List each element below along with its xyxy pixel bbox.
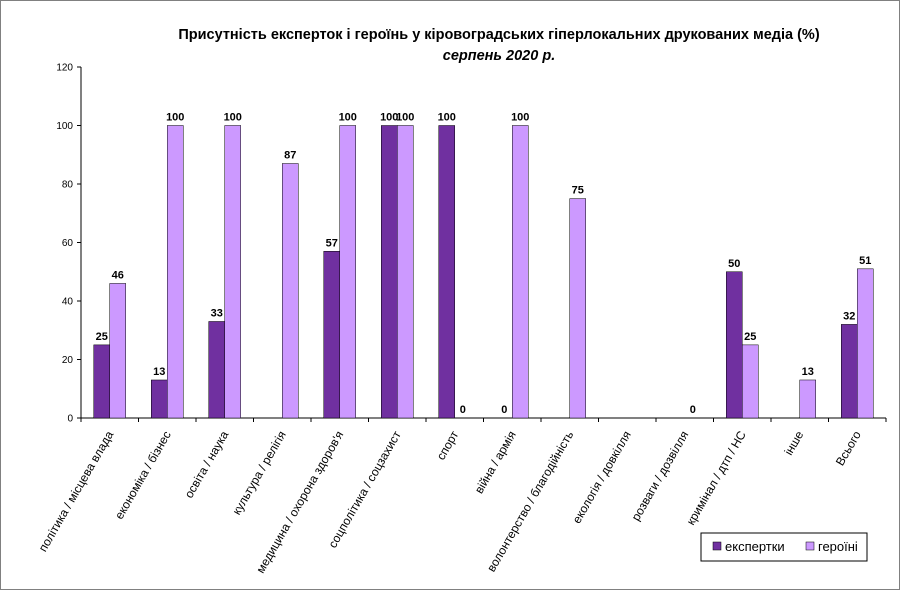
y-tick-label: 100 [56, 121, 73, 132]
data-label-series-0: 33 [211, 307, 223, 319]
data-label-series-0: 32 [843, 310, 855, 322]
x-category-label: війна / армія [472, 429, 519, 496]
data-label-series-1: 51 [859, 255, 871, 267]
bar-series-1 [857, 268, 874, 419]
y-tick-label: 20 [62, 355, 74, 366]
bar-series-1 [799, 379, 816, 419]
bar-series-1 [339, 125, 356, 419]
x-category-label: економіка / бізнес [112, 429, 174, 522]
x-category-label: культура / релігія [229, 429, 288, 518]
bar-series-1 [109, 283, 126, 419]
data-label-series-0: 13 [153, 366, 165, 378]
data-label-series-1: 100 [224, 112, 242, 124]
data-label-series-0: 50 [728, 258, 740, 270]
bar-series-0 [151, 379, 168, 419]
y-tick-label: 120 [56, 63, 73, 74]
bar-series-1 [282, 163, 299, 419]
x-category-label: спорт [434, 428, 462, 462]
y-tick-label: 0 [67, 414, 73, 425]
data-label-series-1: 25 [744, 331, 756, 343]
data-label-series-1: 0 [460, 404, 466, 416]
x-category-label: кримінал / дтп / НС [684, 428, 749, 527]
bar-series-0 [841, 324, 858, 419]
legend-label-heroines: героїні [818, 539, 858, 554]
legend-box [700, 532, 868, 562]
data-label-series-0: 57 [326, 237, 338, 249]
data-label-series-1: 0 [690, 404, 696, 416]
bar-series-0 [438, 125, 455, 419]
data-label-series-0: 100 [380, 112, 398, 124]
data-label-series-0: 100 [438, 112, 456, 124]
bar-series-1 [742, 344, 759, 419]
bar-series-0 [726, 271, 743, 419]
x-category-label: екологія / довкілля [570, 429, 634, 526]
bar-series-0 [208, 321, 225, 419]
x-category-label: політика / місцева влада [36, 428, 117, 554]
bar-series-1 [224, 125, 241, 419]
bar-series-0 [323, 251, 340, 419]
data-label-series-1: 100 [166, 112, 184, 124]
data-label-series-1: 100 [396, 112, 414, 124]
data-label-series-1: 100 [511, 112, 529, 124]
bar-series-0 [381, 125, 398, 419]
legend-swatch-heroines [805, 541, 815, 551]
bar-series-1 [512, 125, 529, 419]
bar-series-0 [93, 344, 110, 419]
legend: експертки героїні [700, 532, 868, 562]
data-label-series-0: 25 [96, 331, 108, 343]
data-label-series-1: 13 [802, 366, 814, 378]
bar-series-1 [397, 125, 414, 419]
chart-subtitle: серпень 2020 р. [443, 48, 555, 64]
data-label-series-0: 0 [501, 404, 507, 416]
bar-series-1 [167, 125, 184, 419]
y-tick-label: 60 [62, 238, 74, 249]
data-label-series-1: 100 [339, 112, 357, 124]
data-label-series-1: 75 [572, 185, 584, 197]
data-label-series-1: 87 [284, 150, 296, 162]
y-tick-label: 80 [62, 180, 74, 191]
x-category-label: інше [781, 428, 806, 457]
x-category-label: розваги / дозвілля [629, 429, 692, 524]
x-category-label: Всього [833, 428, 864, 468]
chart-title: Присутність експерток і героїнь у кірово… [178, 27, 819, 43]
bar-series-1 [569, 198, 586, 419]
x-category-label: освіта / наука [182, 428, 232, 500]
legend-swatch-experts [712, 541, 722, 551]
data-label-series-1: 46 [112, 269, 124, 281]
y-tick-label: 40 [62, 297, 74, 308]
legend-label-experts: експертки [725, 539, 785, 554]
